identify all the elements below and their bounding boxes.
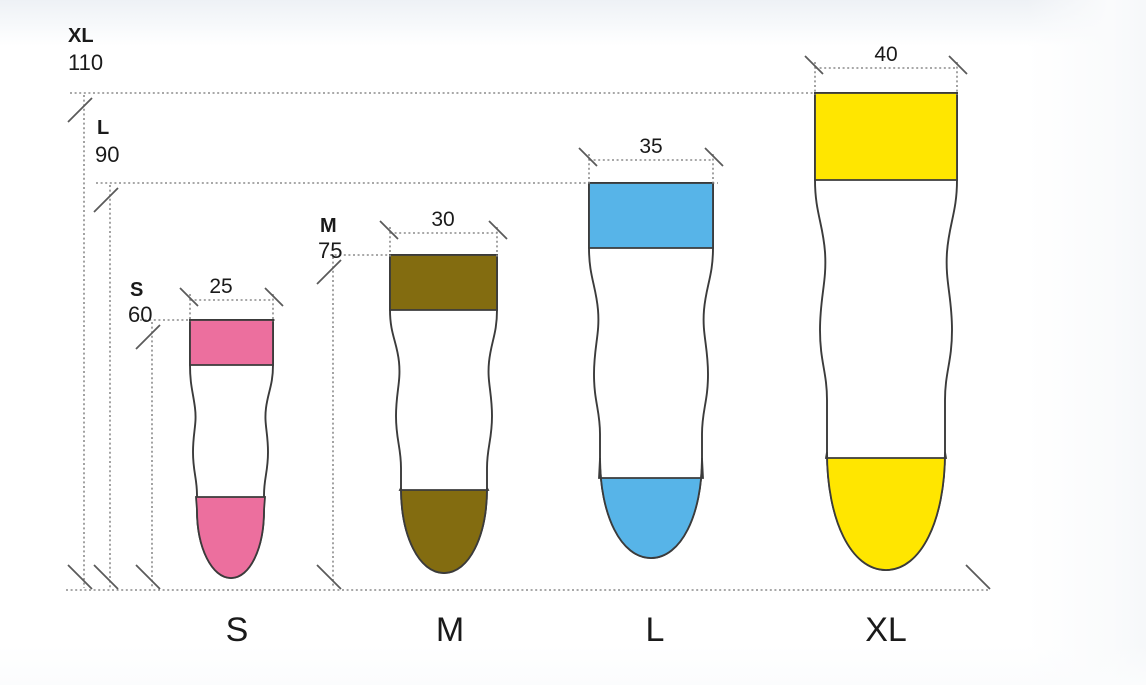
axis-label-s: S	[226, 611, 249, 649]
sock-s-cuff	[189, 319, 274, 366]
width-tick-left-s	[179, 287, 199, 307]
height-callout-s-tag: S	[130, 279, 143, 301]
sock-m-toe	[398, 487, 490, 574]
sock-s	[189, 319, 274, 579]
height-callout-l-value: 90	[95, 142, 119, 167]
tick-slash-baseline-right	[965, 564, 991, 590]
sock-l-cuff	[588, 182, 714, 249]
width-dimension-l: 35	[578, 135, 724, 185]
height-callout-m-tag: M	[320, 215, 337, 237]
tick-slash-s-bottom	[135, 564, 161, 590]
height-callout-l-tag: L	[97, 117, 109, 139]
tick-slash-l-top	[93, 187, 119, 213]
tick-slash-m-bottom	[316, 564, 342, 590]
width-tick-right-s	[264, 287, 284, 307]
width-tick-left-xl	[804, 55, 824, 75]
axis-label-l: L	[646, 611, 665, 649]
height-callout-s: S 60	[128, 279, 152, 327]
width-label-m: 30	[431, 208, 454, 231]
height-callout-m-value: 75	[318, 238, 342, 263]
width-label-s: 25	[209, 275, 232, 298]
height-callout-xl-value: 110	[68, 50, 103, 75]
width-tick-left-l	[578, 147, 598, 167]
tick-slash-xl-bottom	[67, 564, 93, 590]
width-tick-right-m	[488, 220, 508, 240]
tick-slash-s-top	[135, 324, 161, 350]
tick-slash-l-bottom	[93, 564, 119, 590]
sock-xl-toe	[824, 451, 948, 571]
width-dimension-xl: 40	[804, 43, 968, 95]
height-callout-l: L 90	[95, 117, 119, 167]
sock-l	[588, 182, 714, 559]
height-callout-xl: XL 110	[68, 25, 103, 75]
width-dimension-s: 25	[179, 275, 284, 322]
width-label-l: 35	[639, 135, 662, 158]
sock-m	[389, 254, 498, 574]
width-tick-right-l	[704, 147, 724, 167]
width-tick-left-m	[379, 220, 399, 240]
height-callout-s-value: 60	[128, 302, 152, 327]
axis-label-m: M	[436, 611, 464, 649]
sock-xl-cuff	[814, 92, 958, 181]
tick-slash-xl-top	[67, 97, 93, 123]
height-callout-xl-tag: XL	[68, 25, 94, 47]
tick-slash-m-top	[316, 259, 342, 285]
height-callout-m: M 75	[318, 215, 342, 263]
width-label-xl: 40	[874, 43, 897, 66]
width-tick-right-xl	[948, 55, 968, 75]
sock-m-cuff	[389, 254, 498, 311]
width-dimension-m: 30	[379, 208, 508, 257]
sock-l-toe	[598, 457, 704, 559]
axis-label-xl: XL	[865, 611, 907, 649]
sock-s-toe	[195, 496, 266, 579]
sock-xl	[814, 92, 958, 571]
